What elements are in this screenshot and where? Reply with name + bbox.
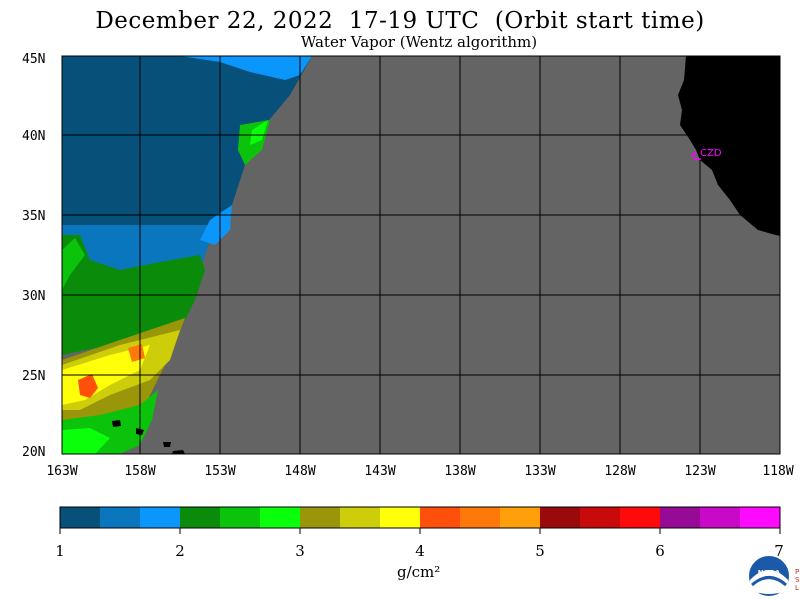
colorbar-swatch xyxy=(180,507,221,528)
lon-label-138w: 138W xyxy=(444,464,475,479)
lon-label-118w: 118W xyxy=(762,464,793,479)
colorbar-tick-label: 7 xyxy=(774,542,784,560)
lon-label-153w: 153W xyxy=(204,464,235,479)
colorbar-tick-label: 2 xyxy=(175,542,185,560)
station-label: CZD xyxy=(700,148,722,159)
lat-label-40n: 40N xyxy=(22,129,45,144)
lat-label-35n: 35N xyxy=(22,209,45,224)
lat-label-45n: 45N xyxy=(22,52,45,67)
grid xyxy=(62,56,780,454)
colorbar xyxy=(60,507,781,528)
colorbar-tick-label: 3 xyxy=(295,542,305,560)
psl-p: P xyxy=(795,568,799,576)
colorbar-swatch xyxy=(540,507,581,528)
lon-label-133w: 133W xyxy=(524,464,555,479)
colorbar-swatch xyxy=(340,507,381,528)
colorbar-swatch xyxy=(300,507,341,528)
noaa-logo: NOAA xyxy=(747,554,791,598)
lon-label-158w: 158W xyxy=(124,464,155,479)
vapor-band-4.2plus xyxy=(78,374,98,398)
colorbar-swatch xyxy=(580,507,621,528)
colorbar-tick-label: 4 xyxy=(415,542,425,560)
lon-label-123w: 123W xyxy=(684,464,715,479)
land-mass xyxy=(678,56,780,236)
colorbar-swatch xyxy=(660,507,701,528)
colorbar-ticks: 1 2 3 4 5 6 7 xyxy=(55,528,784,560)
psl-vertical-text: P S L xyxy=(795,568,800,592)
colorbar-swatch xyxy=(420,507,461,528)
lat-label-30n: 30N xyxy=(22,289,45,304)
colorbar-units: g/cm² xyxy=(397,563,441,581)
vapor-band-1to1.6 xyxy=(62,56,312,240)
colorbar-swatch xyxy=(620,507,661,528)
colorbar-swatch xyxy=(460,507,501,528)
psl-l: L xyxy=(795,584,799,592)
noaa-logo-text: NOAA xyxy=(758,569,781,577)
lon-label-163w: 163W xyxy=(46,464,77,479)
plot-frame xyxy=(61,55,781,455)
colorbar-swatch xyxy=(220,507,261,528)
colorbar-swatch xyxy=(260,507,301,528)
colorbar-swatch xyxy=(700,507,741,528)
colorbar-tick-label: 5 xyxy=(535,542,545,560)
colorbar-swatch xyxy=(380,507,421,528)
psl-s: S xyxy=(795,576,800,584)
lon-label-143w: 143W xyxy=(364,464,395,479)
lat-label-20n: 20N xyxy=(22,445,45,460)
lat-label-25n: 25N xyxy=(22,369,45,384)
map-title: December 22, 2022 17-19 UTC (Orbit start… xyxy=(95,8,705,34)
colorbar-tick-label: 1 xyxy=(55,542,65,560)
colorbar-swatch xyxy=(740,507,781,528)
colorbar-swatch xyxy=(500,507,541,528)
lon-label-148w: 148W xyxy=(284,464,315,479)
map-subtitle: Water Vapor (Wentz algorithm) xyxy=(300,33,538,51)
colorbar-swatch xyxy=(140,507,181,528)
hawaii-islands xyxy=(112,420,121,427)
lon-label-128w: 128W xyxy=(604,464,635,479)
colorbar-swatch xyxy=(100,507,141,528)
station-marker xyxy=(690,151,701,160)
colorbar-swatch xyxy=(60,507,101,528)
colorbar-tick-label: 6 xyxy=(655,542,665,560)
